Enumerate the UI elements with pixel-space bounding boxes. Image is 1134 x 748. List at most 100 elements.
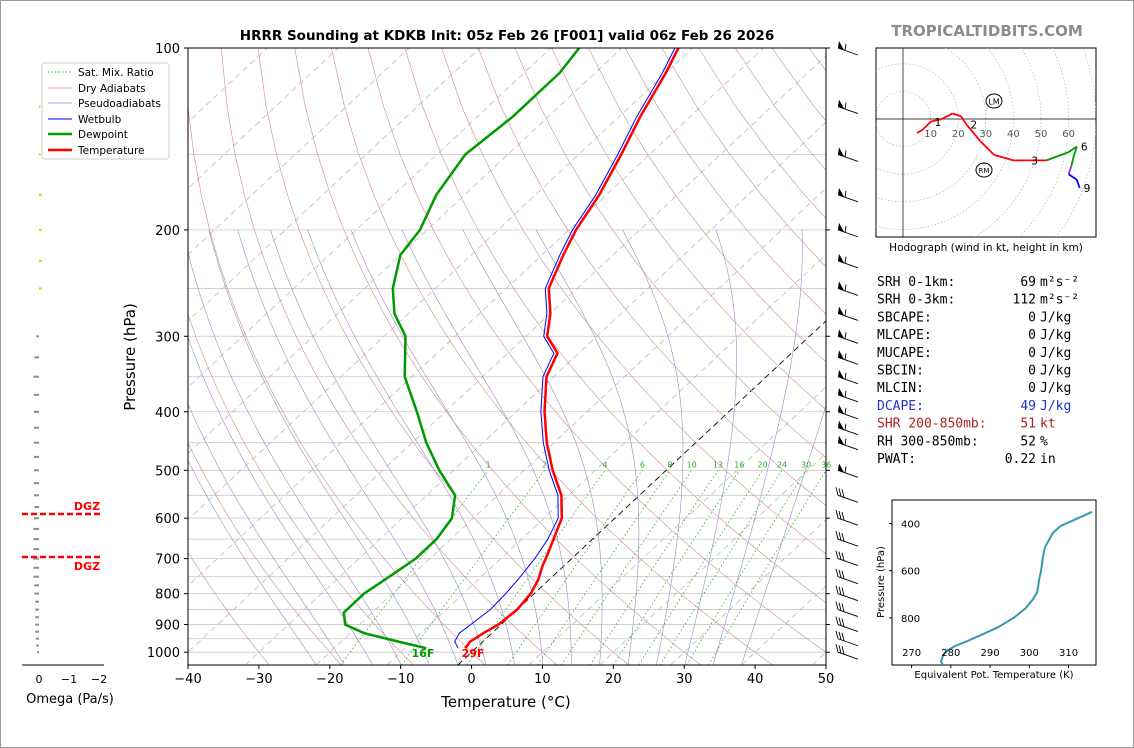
isotherm	[599, 452, 826, 665]
pseudoadiabat	[188, 251, 402, 665]
index-value: 51	[1020, 417, 1036, 432]
mixing-ratio-line	[340, 470, 489, 665]
index-unit: m²s⁻²	[1040, 293, 1079, 308]
mixing-ratio-label: 6	[640, 460, 645, 469]
omega-bar	[34, 426, 39, 429]
index-label: SRH 0-3km:	[877, 293, 955, 308]
index-row: DCAPE: 49 J/kg	[877, 399, 1071, 414]
legend-item-temperature: Temperature	[77, 145, 145, 157]
theta-e-frame	[891, 499, 1097, 666]
omega-bar	[34, 517, 39, 520]
chart-title: HRRR Sounding at KDKB Init: 05z Feb 26 […	[240, 28, 774, 44]
isotherm	[188, 48, 693, 521]
surface-dewpoint-label: 16F	[412, 647, 435, 660]
wind-barb	[837, 435, 859, 451]
mixing-ratio-line	[659, 470, 783, 665]
index-unit: J/kg	[1040, 364, 1071, 379]
index-row: SHR 200-850mb: 51 kt	[877, 417, 1056, 432]
omega-panel	[33, 105, 42, 654]
barb-feather	[838, 586, 842, 595]
index-row: MLCAPE: 0 J/kg	[877, 328, 1071, 343]
hodograph-height-label: 1	[935, 117, 942, 129]
omega-bar	[34, 410, 39, 413]
lm-circle	[985, 93, 1003, 109]
surface-temp-label: 29F	[462, 647, 485, 660]
index-value: 49	[1020, 399, 1036, 414]
y-tick-label: 300	[155, 330, 180, 345]
pseudoadiabat	[350, 229, 544, 665]
mixing-ratio-label: 8	[667, 460, 672, 469]
hodograph-rm-marker: RM	[975, 162, 993, 178]
hodograph-height-label: 6	[1081, 142, 1088, 154]
x-tick-label: 20	[605, 672, 622, 687]
barb-staff	[837, 517, 859, 526]
index-unit: J/kg	[1040, 310, 1071, 325]
omega-bar	[34, 494, 39, 497]
omega-bar	[35, 600, 39, 603]
index-row: SBCAPE: 0 J/kg	[877, 310, 1071, 325]
barb-feather	[844, 466, 847, 473]
dry-adiabat	[188, 442, 342, 665]
wind-barb	[835, 616, 859, 632]
barb-feather	[844, 353, 847, 360]
dry-adiabat	[478, 48, 826, 506]
wetbulb-profile	[454, 48, 676, 649]
barb-feather	[838, 602, 842, 611]
index-value: 0	[1028, 346, 1036, 361]
hodograph-segment	[993, 154, 1014, 162]
mixing-ratio-line	[708, 470, 826, 665]
isotherm	[188, 48, 552, 388]
omega-bar	[39, 153, 41, 156]
barb-feather	[835, 568, 839, 577]
barb-feather	[841, 646, 845, 655]
barb-flag	[838, 420, 844, 430]
dry-adiabat	[221, 48, 558, 665]
theta-x-tick-label: 300	[1020, 648, 1039, 659]
barb-staff	[837, 288, 859, 296]
omega-bar	[34, 482, 39, 485]
wind-barb	[835, 510, 859, 526]
wind-barbs	[835, 41, 859, 660]
omega-xlabel: Omega (Pa/s)	[26, 692, 114, 707]
mixing-ratio-label: 36	[821, 460, 831, 469]
wind-barb	[837, 350, 859, 365]
barb-flag	[838, 147, 844, 157]
pseudoadiabat	[401, 229, 572, 665]
pseudoadiabat	[188, 459, 317, 665]
barb-flag	[838, 222, 844, 232]
x-tick-label: 40	[747, 672, 764, 687]
barb-flag	[838, 329, 844, 339]
mixing-ratio-label: 24	[777, 460, 787, 469]
omega-bar	[35, 608, 39, 611]
barb-staff	[837, 153, 859, 162]
dgz-top-label: DGZ	[74, 500, 100, 513]
wind-barb	[835, 644, 859, 660]
hodograph-segment	[965, 123, 981, 142]
pseudoadiabat	[535, 229, 640, 665]
omega-bar	[36, 644, 39, 647]
index-row: SRH 0-3km: 112 m²s⁻²	[877, 293, 1079, 308]
legend-item-dewpoint: Dewpoint	[78, 129, 128, 141]
index-unit: in	[1040, 452, 1056, 467]
hodograph-segment	[930, 118, 942, 123]
barb-flag	[838, 369, 844, 379]
hodograph-segment	[1046, 151, 1069, 162]
temperature-profile	[464, 48, 680, 649]
barb-feather	[844, 332, 847, 339]
rm-label: RM	[979, 167, 990, 175]
barb-flag	[838, 306, 844, 316]
barb-staff	[837, 638, 859, 647]
barb-feather	[844, 438, 847, 446]
index-value: 0	[1028, 328, 1036, 343]
y-tick-label: 1000	[147, 646, 180, 661]
omega-bar	[33, 527, 39, 530]
mixing-ratio-line	[537, 470, 671, 665]
wind-barb	[835, 630, 859, 647]
rm-circle	[975, 162, 993, 178]
index-unit: J/kg	[1040, 328, 1071, 343]
mixing-ratio-line	[507, 470, 643, 665]
theta-y-tick-label: 800	[901, 614, 920, 625]
index-value: 0	[1028, 310, 1036, 325]
hodograph-lm-marker: LM	[985, 93, 1003, 109]
hodograph: 10 20 30 40 50 60 1 2 3 6 9 LM RM	[876, 48, 1096, 237]
